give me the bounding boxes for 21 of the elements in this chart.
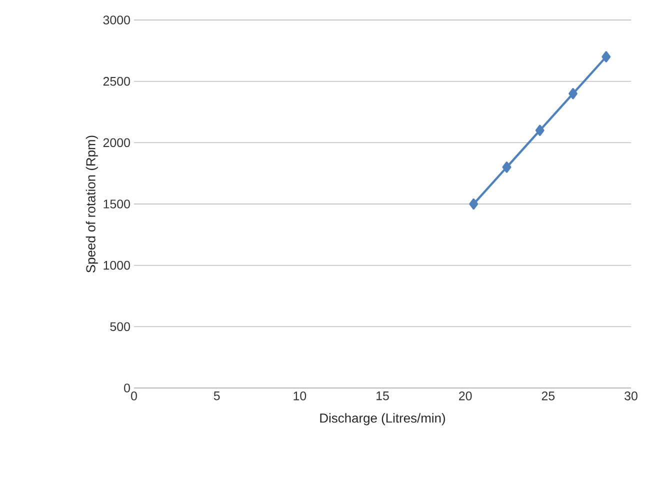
x-tick-label: 20 <box>459 392 472 400</box>
x-tick-label: 0 <box>131 392 137 400</box>
y-tick-label: 2000 <box>103 138 130 148</box>
x-tick-label: 15 <box>376 392 389 400</box>
y-tick-label: 1000 <box>104 260 130 270</box>
y-tick-label: 3000 <box>103 16 130 24</box>
x-tick-label: 30 <box>624 392 638 400</box>
y-axis-title: Speed of rotation (Rpm) <box>86 136 98 273</box>
x-tick-label: 25 <box>542 392 555 400</box>
x-axis-title: Discharge (Litres/min) <box>320 413 446 426</box>
point <box>502 162 512 173</box>
y-tick-label: 2500 <box>103 76 130 86</box>
x-tick-label: 10 <box>294 392 306 400</box>
y-tick-label: 1500 <box>104 200 130 208</box>
y-tick-label: 500 <box>110 322 130 332</box>
point <box>568 88 578 100</box>
point <box>469 198 478 210</box>
y-tick-label: 0 <box>124 384 130 392</box>
point <box>602 51 611 62</box>
x-tick-label: 5 <box>214 392 220 400</box>
point <box>535 124 544 136</box>
